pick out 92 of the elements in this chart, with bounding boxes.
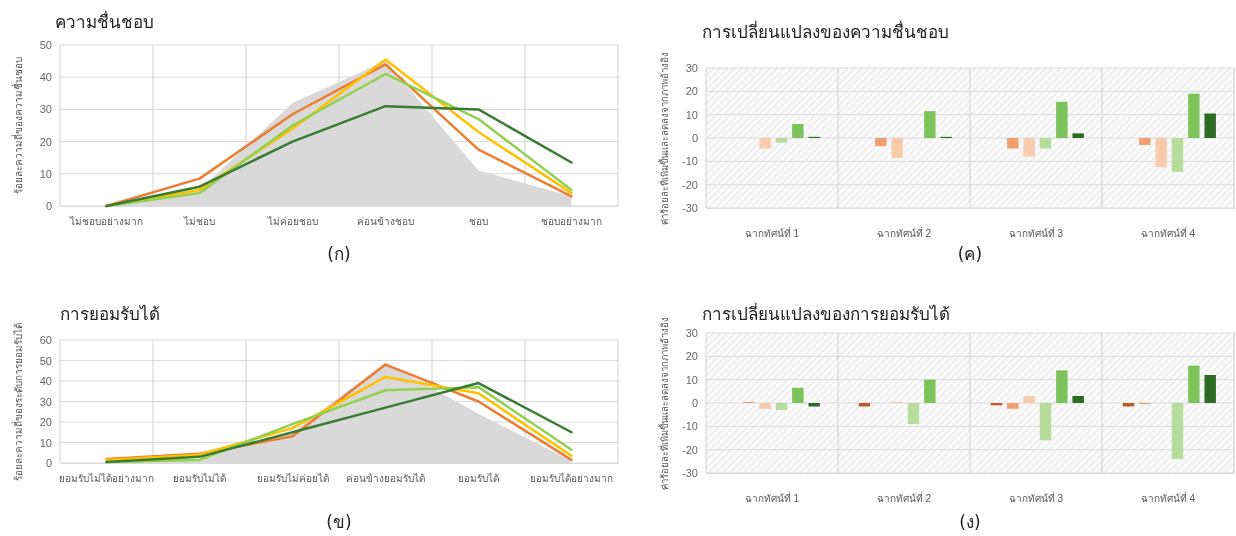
bar — [891, 138, 903, 158]
x-tick-label: ฉากทัศน์ที่ 1 — [744, 226, 800, 240]
chart-title: การยอมรับได้ — [60, 304, 160, 324]
x-tick-label: ฉากทัศน์ที่ 3 — [1008, 226, 1064, 240]
bar — [775, 138, 788, 143]
bar — [1122, 403, 1135, 407]
y-tick-label: 10 — [39, 436, 52, 449]
bar — [875, 138, 887, 147]
bar — [1188, 365, 1200, 403]
y-tick-label: 20 — [39, 416, 52, 429]
x-tick-label: ฉากทัศน์ที่ 1 — [744, 491, 800, 505]
bar — [1072, 396, 1084, 403]
y-tick-label: 10 — [685, 108, 698, 121]
y-tick-label: -30 — [682, 467, 698, 480]
bar — [1039, 138, 1052, 149]
text: (ข) — [326, 512, 352, 532]
bar — [808, 403, 820, 407]
text: (ค) — [957, 244, 983, 264]
x-tick-label: ฉากทัศน์ที่ 4 — [1140, 226, 1196, 240]
y-tick-label: 40 — [39, 71, 52, 84]
y-tick-label: 0 — [45, 457, 52, 470]
y-tick-label: 30 — [685, 62, 698, 75]
bar — [1007, 138, 1019, 149]
y-tick-label: 10 — [685, 373, 698, 386]
bar — [1204, 375, 1216, 403]
x-tick-label: ฉากทัศน์ที่ 3 — [1008, 491, 1064, 505]
x-tick-label: ยอมรับไม่ค่อยได้ — [256, 473, 329, 485]
x-tick-label: ฉากทัศน์ที่ 2 — [876, 491, 932, 505]
bar — [1023, 138, 1035, 157]
bar — [1039, 403, 1052, 441]
x-tick-label: ยอมรับไม่ได้อย่างมาก — [59, 473, 154, 485]
bar — [759, 138, 771, 149]
bar — [1139, 138, 1151, 145]
bar — [924, 111, 936, 138]
y-tick-label: 10 — [39, 167, 52, 180]
y-tick-label: 40 — [39, 375, 52, 388]
y-tick-label: -20 — [682, 443, 698, 456]
y-tick-label: 50 — [39, 39, 52, 52]
x-tick-label: ไม่ชอบอย่างมาก — [69, 216, 143, 228]
bar — [1023, 396, 1035, 403]
x-tick-label: ยอมรับไม่ได้ — [173, 473, 226, 485]
bar — [858, 403, 871, 407]
bar — [1204, 113, 1216, 138]
chart-title: การเปลี่ยนแปลงของการยอมรับได้ — [702, 302, 950, 324]
bar — [1171, 403, 1184, 459]
y-tick-label: -30 — [682, 202, 698, 215]
y-tick-label: 30 — [39, 395, 52, 408]
y-tick-label: 0 — [691, 132, 698, 145]
bar — [907, 403, 920, 424]
bar — [1155, 138, 1167, 168]
bar — [792, 124, 804, 138]
y-tick-label: -20 — [682, 178, 698, 191]
y-tick-label: 30 — [685, 327, 698, 340]
x-tick-label: ชอบอย่างมาก — [541, 216, 602, 228]
y-axis-title: ค่าร้อยละที่เพิ่มขึ้นและลดลงจากภาพอ้างอิง — [658, 316, 670, 490]
y-tick-label: 20 — [685, 350, 698, 363]
y-tick-label: 30 — [39, 103, 52, 116]
bar — [1171, 138, 1184, 172]
bar — [1007, 403, 1019, 409]
bar — [775, 403, 788, 410]
x-tick-label: ไม่ชอบ — [183, 216, 215, 228]
y-tick-label: 20 — [685, 85, 698, 98]
y-tick-label: 0 — [691, 397, 698, 410]
y-axis-title: ร้อยละความถี่ของระดับการยอมรับได้ — [11, 322, 24, 481]
bar — [1188, 93, 1200, 138]
y-axis-title: ร้อยละความถี่ของความชื่นชอบ — [11, 57, 24, 194]
bar — [1056, 101, 1068, 138]
bar — [792, 387, 804, 403]
x-tick-label: ยอมรับได้อย่างมาก — [530, 473, 613, 485]
line-series — [105, 104, 573, 208]
bar — [759, 403, 771, 409]
x-tick-label: ยอมรับได้ — [458, 473, 499, 485]
y-tick-label: 60 — [39, 334, 52, 347]
bar — [1072, 133, 1084, 138]
x-tick-label: ฉากทัศน์ที่ 2 — [876, 226, 932, 240]
x-tick-label: ฉากทัศน์ที่ 4 — [1140, 491, 1196, 505]
y-tick-label: 20 — [39, 135, 52, 148]
y-axis-title: ค่าร้อยละที่เพิ่มขึ้นและลดลงจากภาพอ้างอิง — [658, 51, 670, 225]
chart-title: ความชื่นชอบ — [55, 10, 154, 32]
x-tick-label: ค่อนข้างยอมรับได้ — [346, 473, 425, 485]
text: (ง) — [959, 512, 981, 532]
x-tick-label: ชอบ — [469, 216, 488, 228]
y-tick-label: 0 — [45, 200, 52, 213]
bar — [1056, 370, 1068, 403]
x-tick-label: ไม่ค่อยชอบ — [266, 216, 318, 228]
text: (ก) — [327, 244, 351, 264]
y-tick-label: 50 — [39, 354, 52, 367]
chart-title: การเปลี่ยนแปลงของความชื่นชอบ — [702, 20, 949, 42]
y-tick-label: -10 — [682, 155, 698, 168]
x-tick-label: ค่อนข้างชอบ — [357, 216, 414, 228]
bar — [924, 379, 936, 403]
y-tick-label: -10 — [682, 420, 698, 433]
